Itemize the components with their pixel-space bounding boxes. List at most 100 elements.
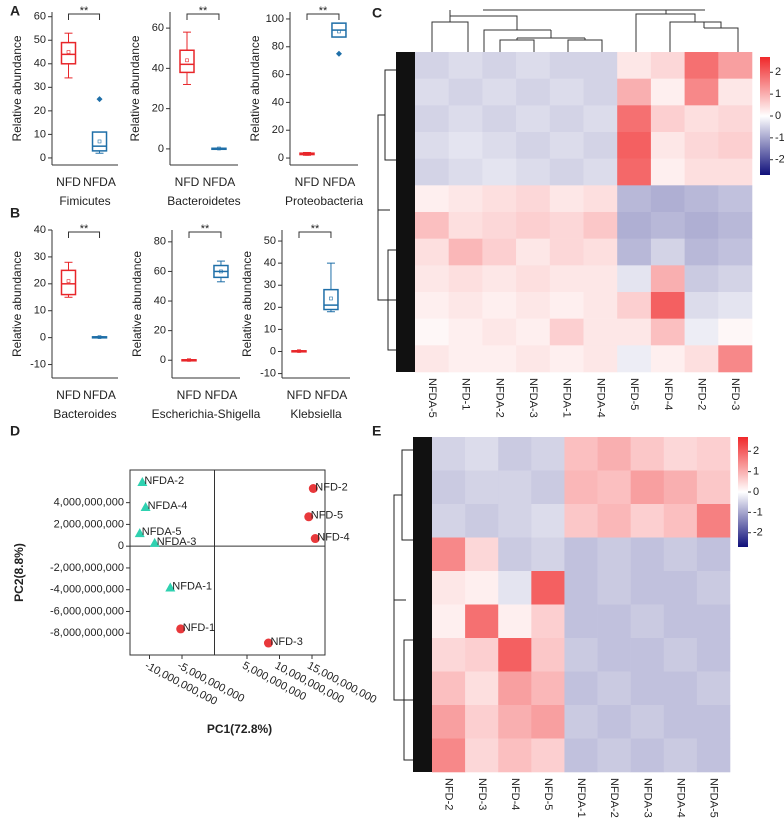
significance-bracket — [306, 13, 340, 20]
y-tick-label: 80 — [154, 236, 166, 248]
heatmap-cell — [718, 238, 753, 266]
heatmap-cell — [617, 78, 652, 106]
heatmap-cell — [597, 604, 631, 639]
panel-label: B — [10, 205, 20, 221]
mean — [305, 152, 309, 156]
heatmap-cell — [617, 52, 652, 79]
heatmap-cell — [531, 738, 565, 773]
y-tick-label: 20 — [272, 124, 284, 136]
colorbar-tick-label: 1 — [775, 88, 781, 100]
point-label: NFDA-4 — [148, 500, 188, 512]
x-tick-label: NFDA — [323, 175, 356, 189]
heatmap-cell — [684, 52, 719, 79]
heatmap-cell — [448, 185, 483, 213]
y-tick-label: 40 — [34, 224, 46, 236]
heatmap-cell — [630, 537, 665, 572]
column-label: NFDA-5 — [426, 378, 438, 418]
colorbar-tick-label: -2 — [753, 527, 763, 539]
heatmap-cell — [415, 345, 449, 373]
heatmap-cell — [549, 158, 584, 186]
x-tick-label: NFDA — [205, 388, 238, 402]
y-tick-label: 50 — [34, 34, 46, 46]
heatmap-cell — [663, 571, 698, 605]
heatmap-cell — [516, 292, 551, 319]
heatmap-cell — [630, 571, 665, 605]
heatmap-cell — [448, 238, 483, 266]
heatmap-cell — [448, 318, 483, 346]
heatmap-cell — [482, 52, 517, 79]
point — [310, 534, 320, 544]
heatmap-cell — [465, 537, 499, 572]
heatmap-cell — [630, 437, 665, 471]
heatmap-cell — [432, 571, 466, 605]
heatmap-cell — [498, 437, 532, 471]
heatmap-cell — [718, 105, 753, 133]
heatmap-cell — [432, 504, 466, 538]
column-label: NFD-3 — [729, 378, 741, 410]
heatmap-cell — [516, 212, 551, 239]
y-tick-label: 60 — [272, 68, 284, 80]
heatmap-cell — [564, 504, 598, 538]
heatmap-cell — [465, 504, 499, 538]
panel-label: E — [372, 423, 381, 439]
heatmap-cell — [663, 470, 698, 505]
heatmap-cell — [597, 738, 631, 773]
heatmap-cell — [663, 738, 698, 773]
heatmap-cell — [597, 638, 631, 672]
heatmap-cell — [482, 185, 517, 213]
heatmap-cell — [498, 705, 532, 739]
heatmap-cell — [684, 212, 719, 239]
box — [60, 41, 77, 65]
heatmap-cell — [549, 265, 584, 293]
heatmap-cell — [696, 537, 731, 572]
column-label: NFDA-4 — [674, 778, 686, 818]
heatmap-cell — [432, 437, 466, 471]
heatmap-cell — [448, 105, 483, 133]
box — [179, 49, 195, 74]
heatmap-cell — [718, 78, 753, 106]
colorbar-tick-label: 0 — [775, 110, 781, 122]
column-label: NFDA-3 — [527, 378, 539, 418]
heatmap-cell — [630, 470, 665, 505]
heatmap-cell — [448, 52, 483, 79]
heatmap-cell — [549, 292, 584, 319]
heatmap-cell — [718, 185, 753, 213]
heatmap-cell — [448, 265, 483, 293]
y-tick-label: 20 — [154, 325, 166, 337]
heatmap-cell — [465, 638, 499, 672]
x-axis-title: Fimicutes — [59, 194, 110, 208]
y-tick-label: 0 — [160, 354, 166, 366]
y-tick-label: 20 — [34, 278, 46, 290]
heatmap-cell — [684, 105, 719, 133]
heatmap-cell — [549, 105, 584, 133]
heatmap-cell — [415, 132, 449, 159]
heatmap-cell — [482, 78, 517, 106]
heatmap-cell — [516, 238, 551, 266]
colorbar-tick-label: 0 — [753, 486, 759, 498]
y-tick-label: 4,000,000,000 — [54, 497, 124, 509]
heatmap-cell — [630, 738, 665, 773]
column-label: NFD-5 — [542, 778, 554, 810]
heatmap-cell — [516, 318, 551, 346]
heatmap-cell — [583, 132, 618, 159]
column-label: NFD-2 — [443, 778, 455, 810]
point — [137, 476, 148, 486]
heatmap-cell — [415, 78, 449, 106]
y-tick-label: -6,000,000,000 — [50, 605, 124, 617]
y-tick-label: 80 — [272, 41, 284, 53]
y-tick-label: 40 — [154, 295, 166, 307]
point-label: NFD-5 — [311, 510, 343, 522]
heatmap-cell — [415, 158, 449, 186]
heatmap-cell — [482, 345, 517, 373]
heatmap-cell — [432, 638, 466, 672]
y-tick-label: 30 — [34, 251, 46, 263]
column-label: NFDA-4 — [594, 378, 606, 418]
heatmap-cell — [549, 238, 584, 266]
box — [91, 131, 108, 152]
heatmap-cell — [448, 345, 483, 373]
heatmap-cell — [630, 604, 665, 639]
y-tick-label: -2,000,000,000 — [50, 562, 124, 574]
heatmap-cell — [684, 318, 719, 346]
y-tick-label: 20 — [264, 301, 276, 313]
x-axis-title: PC1(72.8%) — [207, 722, 272, 736]
